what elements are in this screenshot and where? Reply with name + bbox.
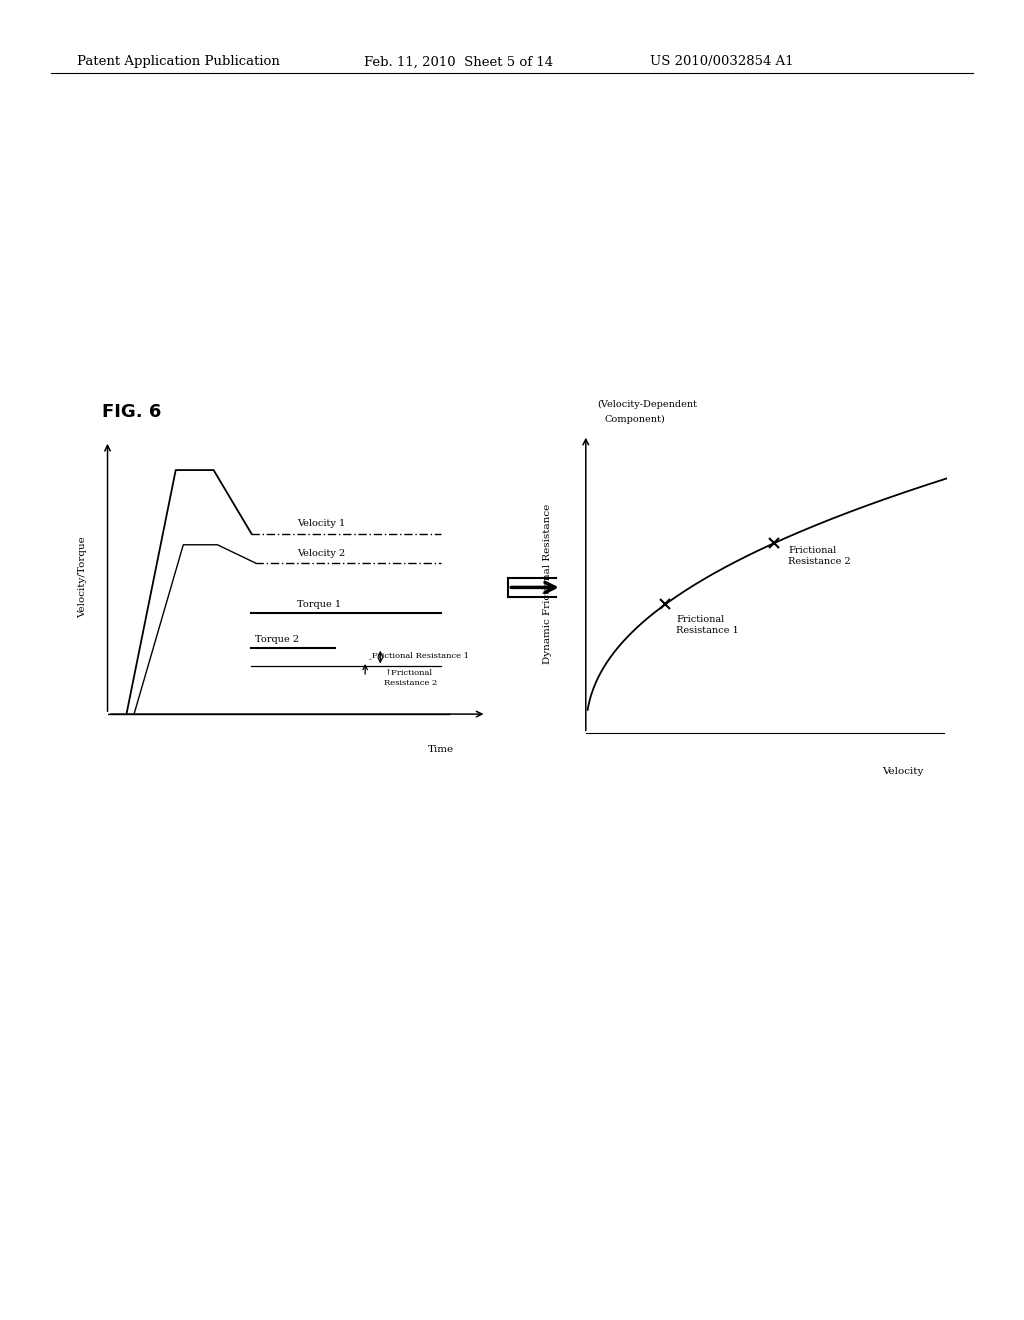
Text: FIG. 6: FIG. 6 (102, 403, 162, 421)
Text: Dynamic Frictional Resistance: Dynamic Frictional Resistance (543, 504, 552, 664)
Text: Patent Application Publication: Patent Application Publication (77, 55, 280, 69)
Text: Torque 2: Torque 2 (255, 635, 299, 644)
Text: Velocity: Velocity (883, 767, 924, 776)
Text: Time: Time (428, 744, 454, 754)
Text: Velocity/Torque: Velocity/Torque (79, 537, 87, 618)
Text: US 2010/0032854 A1: US 2010/0032854 A1 (650, 55, 794, 69)
Text: Feb. 11, 2010  Sheet 5 of 14: Feb. 11, 2010 Sheet 5 of 14 (364, 55, 553, 69)
Text: Velocity 1: Velocity 1 (297, 519, 345, 528)
Text: ↑Frictional
Resistance 2: ↑Frictional Resistance 2 (384, 669, 437, 686)
Text: Frictional
Resistance 2: Frictional Resistance 2 (788, 545, 851, 565)
Text: Component): Component) (604, 416, 666, 424)
Text: ‸Frictional Resistance 1: ‸Frictional Resistance 1 (369, 652, 469, 660)
Text: (Velocity-Dependent: (Velocity-Dependent (597, 400, 697, 409)
Text: Torque 1: Torque 1 (297, 599, 341, 609)
Text: Velocity 2: Velocity 2 (297, 549, 345, 558)
Text: Frictional
Resistance 1: Frictional Resistance 1 (676, 615, 739, 635)
